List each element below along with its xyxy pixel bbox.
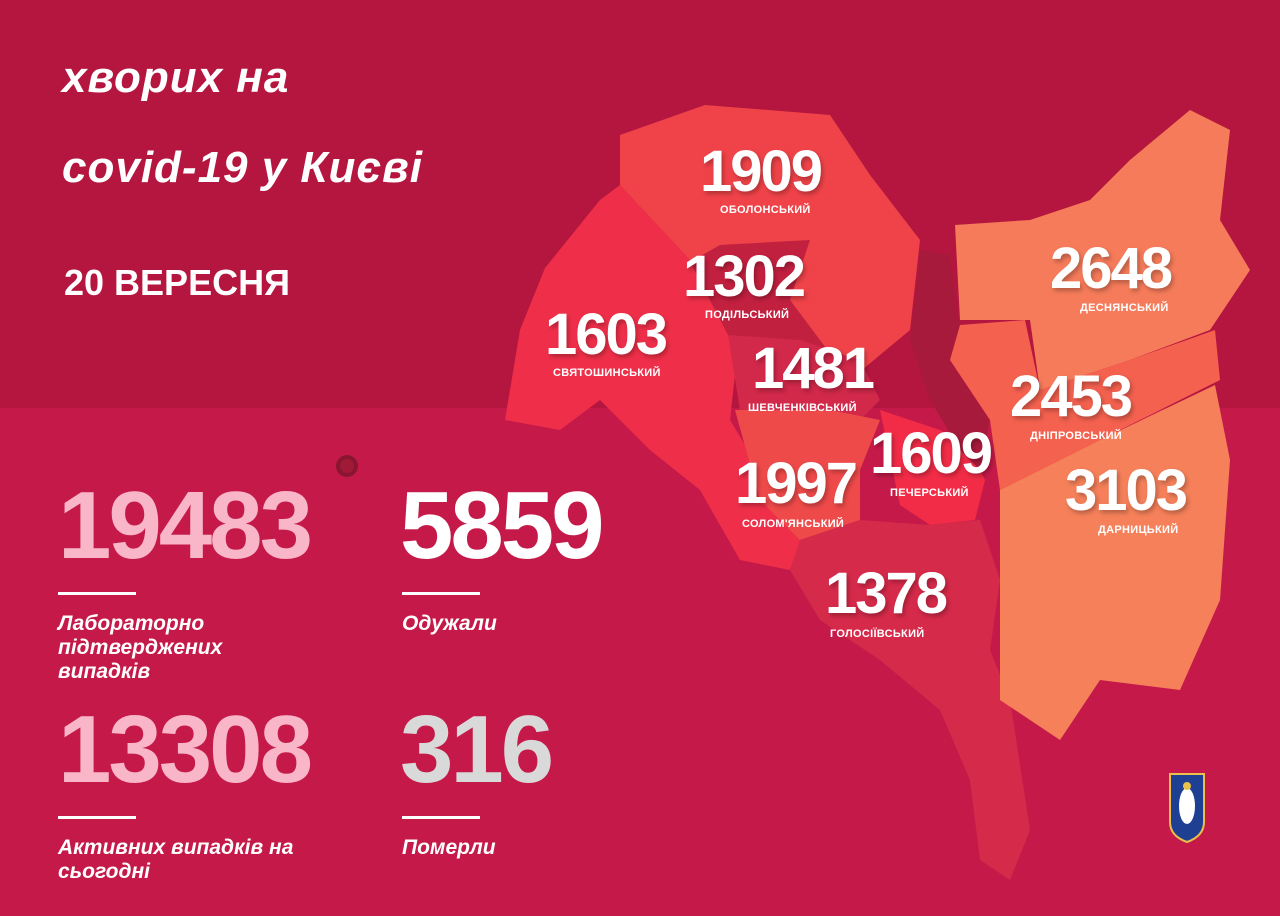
stat-deaths-value: 316 bbox=[400, 696, 554, 803]
stat-confirmed-label: Лабораторно підтверджених випадків bbox=[58, 612, 223, 683]
district-cases: 1302 bbox=[683, 244, 806, 309]
district-label: ДНІПРОВСЬКИЙ bbox=[1030, 430, 1122, 442]
district-cases: 2648 bbox=[1050, 236, 1173, 301]
district-cases: 1609 bbox=[870, 421, 993, 486]
stat-active-value: 13308 bbox=[58, 696, 313, 803]
district-cases: 1603 bbox=[545, 302, 668, 367]
district-cases: 1481 bbox=[752, 336, 875, 401]
district-cases: 3103 bbox=[1065, 458, 1188, 523]
district-pecherskyi[interactable] bbox=[880, 410, 985, 525]
title-line1: хворих на bbox=[62, 53, 290, 102]
district-label: ГОЛОСІЇВСЬКИЙ bbox=[830, 628, 925, 640]
district-holosiivskyi[interactable] bbox=[790, 520, 1030, 880]
district-cases: 1378 bbox=[825, 561, 948, 626]
district-sviatoshynskyi[interactable] bbox=[505, 185, 800, 570]
district-label: СОЛОМ'ЯНСЬКИЙ bbox=[742, 518, 845, 530]
divider bbox=[402, 592, 480, 595]
district-label: ДЕСНЯНСЬКИЙ bbox=[1080, 302, 1169, 314]
district-cases: 1997 bbox=[735, 451, 858, 516]
stat-deaths-label: Померли bbox=[402, 836, 496, 859]
divider bbox=[58, 816, 136, 819]
district-desnianskyi[interactable] bbox=[955, 110, 1250, 390]
kyiv-coat-of-arms-logo bbox=[1169, 773, 1205, 844]
district-label: ШЕВЧЕНКІВСЬКИЙ bbox=[748, 402, 857, 414]
stat-recovered-value: 5859 bbox=[400, 472, 605, 579]
district-label: ПЕЧЕРСЬКИЙ bbox=[890, 487, 969, 499]
district-label: ПОДІЛЬСЬКИЙ bbox=[705, 309, 790, 321]
district-label: ДАРНИЦЬКИЙ bbox=[1098, 524, 1179, 536]
date: 20 ВЕРЕСНЯ bbox=[64, 262, 290, 303]
title-line2: covid-19 у Києві bbox=[62, 143, 423, 192]
stat-active-label: Активних випадків на сьогодні bbox=[58, 836, 294, 883]
district-label: СВЯТОШИНСЬКИЙ bbox=[553, 367, 661, 379]
district-cases: 2453 bbox=[1010, 364, 1133, 429]
stat-recovered-label: Одужали bbox=[402, 612, 497, 635]
divider bbox=[58, 592, 136, 595]
district-shevchenkivskyi[interactable] bbox=[728, 335, 880, 420]
district-darnytskyi[interactable] bbox=[1000, 385, 1230, 740]
district-dniprovskyi[interactable] bbox=[950, 320, 1220, 490]
virus-icon bbox=[336, 455, 358, 477]
district-cases: 1909 bbox=[700, 139, 823, 204]
stat-confirmed-value: 19483 bbox=[58, 472, 313, 579]
divider bbox=[402, 816, 480, 819]
district-label: ОБОЛОНСЬКИЙ bbox=[720, 204, 811, 216]
district-solomianskyi[interactable] bbox=[735, 410, 880, 540]
